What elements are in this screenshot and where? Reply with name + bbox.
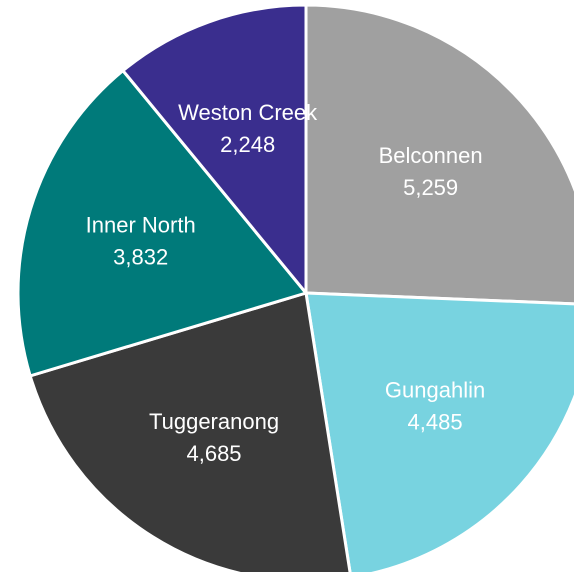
pie-slice xyxy=(28,291,352,572)
pie-slice xyxy=(304,3,574,306)
slice-label: Tuggeranong xyxy=(149,409,279,434)
slice-value: 3,832 xyxy=(113,245,168,270)
slice-value: 5,259 xyxy=(403,175,458,200)
slice-label: Weston Creek xyxy=(178,100,318,125)
slice-label: Gungahlin xyxy=(385,378,485,403)
pie-slice xyxy=(304,291,574,572)
pie-slice xyxy=(120,3,308,298)
slice-value: 2,248 xyxy=(220,132,275,157)
slice-value: 4,485 xyxy=(408,410,463,435)
slice-label: Inner North xyxy=(86,213,196,238)
slice-label: Belconnen xyxy=(379,143,483,168)
slice-value: 4,685 xyxy=(186,441,241,466)
pie-slice xyxy=(16,68,309,378)
